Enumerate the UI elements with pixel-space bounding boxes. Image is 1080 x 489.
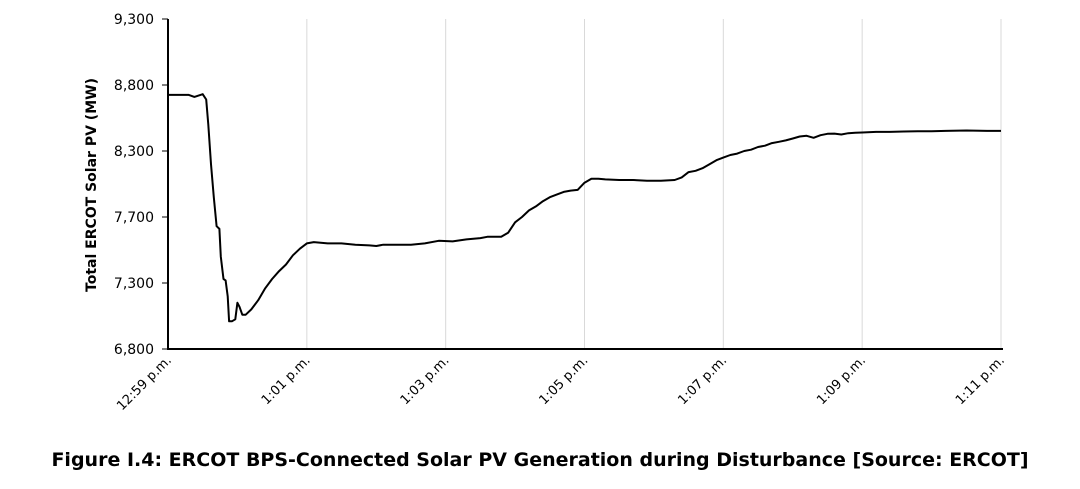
x-tick-label: 1:11 p.m. bbox=[953, 353, 1008, 408]
y-axis-label: Total ERCOT Solar PV (MW) bbox=[84, 78, 100, 292]
x-tick-labels: 12:59 p.m. 1:01 p.m. 1:03 p.m. 1:05 p.m. 1:0… bbox=[114, 353, 1008, 414]
solar-pv-line-chart: 6,800 7,300 7,700 8,300 8,800 9,300 12:59 p.m… bbox=[84, 12, 1008, 414]
x-tick-label: 1:03 p.m. bbox=[398, 353, 453, 408]
x-tick-label: 1:01 p.m. bbox=[259, 353, 314, 408]
x-tick-label: 1:05 p.m. bbox=[537, 353, 592, 408]
y-tick-label: 6,800 bbox=[114, 342, 154, 358]
x-tick-label: 1:09 p.m. bbox=[814, 353, 869, 408]
y-tick-label: 8,800 bbox=[114, 78, 154, 94]
vertical-gridlines bbox=[306, 19, 1002, 349]
x-tick-label: 1:07 p.m. bbox=[675, 353, 730, 408]
series-line-solar-pv bbox=[168, 93, 1001, 323]
y-tick-labels: 6,800 7,300 7,700 8,300 8,800 9,300 bbox=[114, 12, 154, 358]
y-tick-label: 8,300 bbox=[114, 144, 154, 160]
figure-caption: Figure I.4: ERCOT BPS-Connected Solar PV… bbox=[51, 449, 1029, 471]
y-tick-label: 9,300 bbox=[114, 12, 154, 28]
x-tick-label: 12:59 p.m. bbox=[114, 353, 175, 414]
y-tick-label: 7,700 bbox=[114, 210, 154, 226]
y-tick-label: 7,300 bbox=[114, 276, 154, 292]
